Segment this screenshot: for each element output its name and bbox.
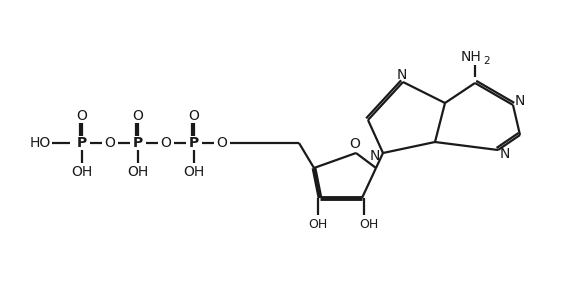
Text: OH: OH	[128, 165, 149, 179]
Text: N: N	[370, 149, 380, 163]
Text: HO: HO	[30, 136, 51, 150]
Text: O: O	[350, 137, 361, 151]
Text: 2: 2	[484, 56, 490, 66]
Text: N: N	[500, 147, 510, 161]
Text: OH: OH	[308, 217, 328, 230]
Text: N: N	[515, 94, 525, 108]
Text: NH: NH	[460, 50, 481, 64]
Text: O: O	[189, 109, 200, 123]
Text: O: O	[217, 136, 227, 150]
Text: O: O	[104, 136, 116, 150]
Text: O: O	[77, 109, 87, 123]
Text: OH: OH	[71, 165, 92, 179]
Text: P: P	[77, 136, 87, 150]
Text: P: P	[189, 136, 199, 150]
Text: N: N	[397, 68, 407, 82]
Text: O: O	[160, 136, 171, 150]
Text: OH: OH	[183, 165, 205, 179]
Text: P: P	[133, 136, 143, 150]
Text: O: O	[133, 109, 143, 123]
Text: OH: OH	[359, 217, 379, 230]
